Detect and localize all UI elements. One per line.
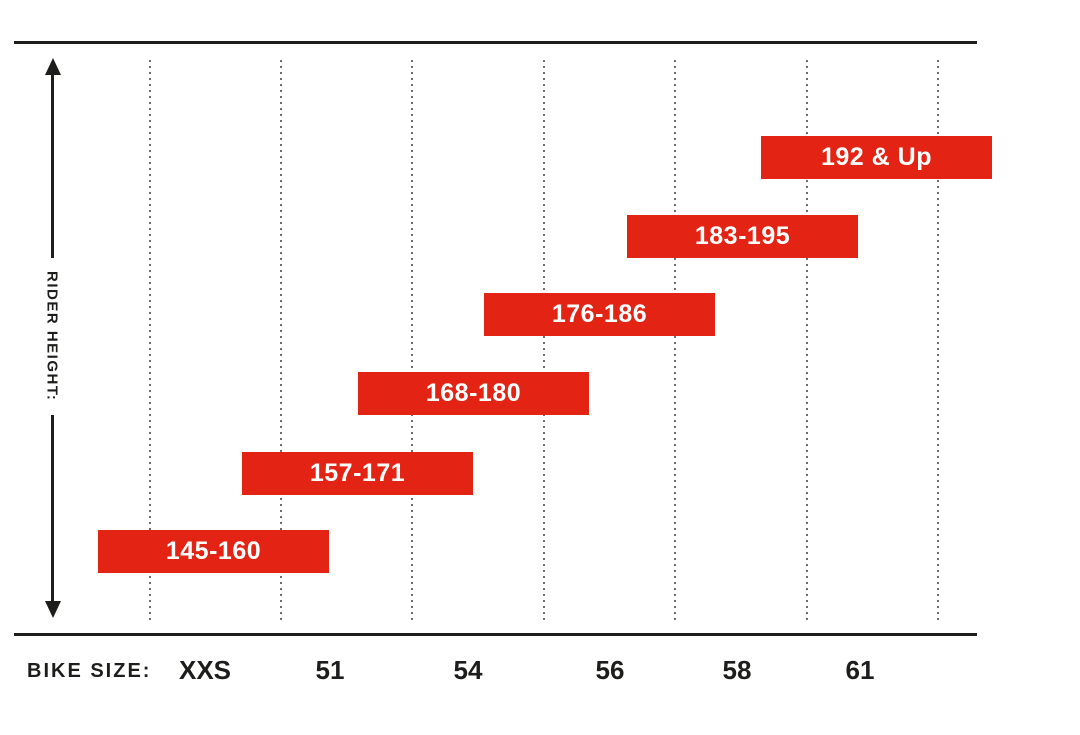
rider-height-range-bar: 145-160 xyxy=(98,530,329,573)
top-axis-line xyxy=(14,41,977,44)
vertical-dotted-gridline xyxy=(674,60,676,623)
rider-height-axis-line-lower xyxy=(51,415,54,604)
bike-size-label: 61 xyxy=(845,655,875,685)
rider-height-range-bar: 157-171 xyxy=(242,452,473,495)
vertical-dotted-gridline xyxy=(411,60,413,623)
x-axis-title: BIKE SIZE: xyxy=(27,660,152,682)
y-axis-label: RIDER HEIGHT: xyxy=(43,271,61,402)
vertical-dotted-gridline xyxy=(937,60,939,623)
bike-size-label: XXS xyxy=(178,655,232,685)
rider-height-range-bar: 176-186 xyxy=(484,293,715,336)
vertical-dotted-gridline xyxy=(806,60,808,623)
arrow-up-icon xyxy=(44,58,61,75)
bike-size-label: 58 xyxy=(722,655,752,685)
bike-size-label: 51 xyxy=(315,655,345,685)
rider-height-range-bar: 168-180 xyxy=(358,372,589,415)
arrow-down-icon xyxy=(44,601,61,618)
vertical-dotted-gridline xyxy=(149,60,151,623)
rider-height-range-bar: 192 & Up xyxy=(761,136,992,179)
bike-size-label: 56 xyxy=(595,655,625,685)
bike-size-label: 54 xyxy=(453,655,483,685)
rider-height-axis-line-upper xyxy=(51,72,54,258)
vertical-dotted-gridline xyxy=(280,60,282,623)
bottom-axis-line xyxy=(14,633,977,636)
rider-height-range-bar: 183-195 xyxy=(627,215,858,258)
vertical-dotted-gridline xyxy=(543,60,545,623)
